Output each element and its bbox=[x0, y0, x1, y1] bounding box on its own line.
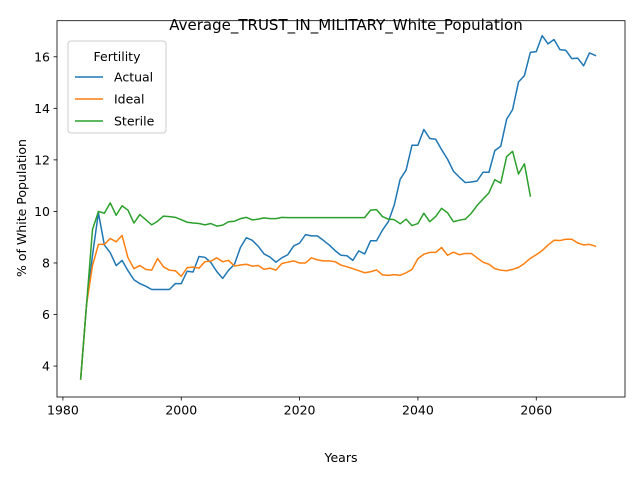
y-tick-label: 10 bbox=[34, 204, 50, 219]
x-axis: 1980 2000 2020 2040 2060 bbox=[47, 397, 552, 418]
legend-label-ideal: Ideal bbox=[114, 92, 144, 107]
x-tick-label: 2040 bbox=[402, 403, 434, 418]
x-tick-label: 2060 bbox=[520, 403, 552, 418]
y-tick-label: 14 bbox=[34, 101, 50, 116]
y-tick-label: 16 bbox=[34, 49, 50, 64]
series-line-sterile bbox=[79, 150, 532, 380]
legend: Fertility Actual Ideal Sterile bbox=[67, 40, 167, 134]
plot-area-frame bbox=[56, 20, 626, 398]
legend-label-sterile: Sterile bbox=[114, 114, 155, 129]
x-tick-label: 1980 bbox=[47, 403, 79, 418]
x-axis-label: Years bbox=[324, 450, 358, 465]
legend-title: Fertility bbox=[94, 49, 142, 64]
series-line-ideal bbox=[79, 234, 597, 380]
y-tick-label: 12 bbox=[34, 152, 50, 167]
legend-box bbox=[67, 40, 167, 134]
series-line-actual bbox=[79, 34, 597, 380]
x-tick-label: 2020 bbox=[284, 403, 316, 418]
y-tick-label: 8 bbox=[42, 255, 50, 270]
y-tick-label: 6 bbox=[42, 307, 50, 322]
x-tick-label: 2000 bbox=[165, 403, 197, 418]
chart-title: Average_TRUST_IN_MILITARY_White_Populati… bbox=[169, 16, 522, 35]
y-axis-label: % of White Population bbox=[14, 139, 29, 277]
y-axis: 4 6 8 10 12 14 16 bbox=[34, 49, 57, 374]
legend-label-actual: Actual bbox=[114, 70, 153, 85]
y-tick-label: 4 bbox=[42, 359, 50, 374]
